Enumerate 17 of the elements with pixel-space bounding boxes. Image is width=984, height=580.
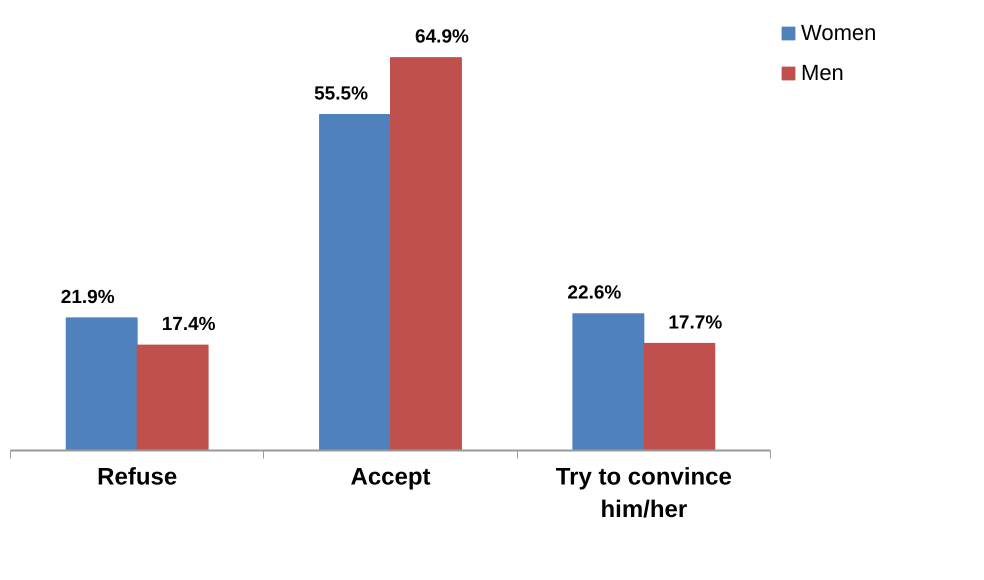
x-tick-label: Try to convince him/her — [556, 464, 732, 523]
data-label: 21.9% — [60, 286, 115, 308]
legend-label: Women — [801, 20, 876, 46]
bar — [66, 317, 138, 450]
bar — [643, 342, 716, 450]
x-tick-label: Refuse — [97, 464, 178, 490]
bar — [319, 114, 391, 450]
legend-label: Men — [801, 60, 844, 86]
data-label: 64.9% — [415, 26, 470, 48]
bar — [136, 344, 209, 450]
data-label: 22.6% — [567, 282, 622, 304]
bar — [572, 313, 644, 450]
x-tick-label: Accept — [350, 464, 431, 490]
data-label: 17.4% — [162, 314, 216, 336]
data-label: 17.7% — [668, 312, 722, 334]
data-label: 55.5% — [314, 84, 368, 105]
bar — [390, 57, 462, 450]
